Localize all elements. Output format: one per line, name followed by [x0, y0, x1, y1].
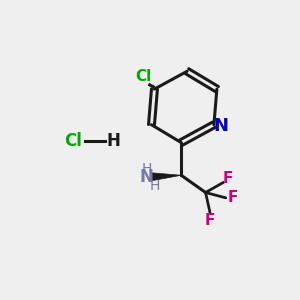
Text: Cl: Cl: [135, 69, 151, 84]
Text: F: F: [205, 213, 215, 228]
Text: N: N: [213, 117, 228, 135]
Text: Cl: Cl: [64, 132, 82, 150]
Text: H: H: [107, 132, 121, 150]
Text: N: N: [140, 168, 153, 186]
Text: F: F: [228, 190, 238, 206]
Text: H: H: [150, 179, 160, 193]
Text: H: H: [141, 162, 152, 176]
Polygon shape: [152, 173, 181, 181]
Text: F: F: [223, 171, 233, 186]
